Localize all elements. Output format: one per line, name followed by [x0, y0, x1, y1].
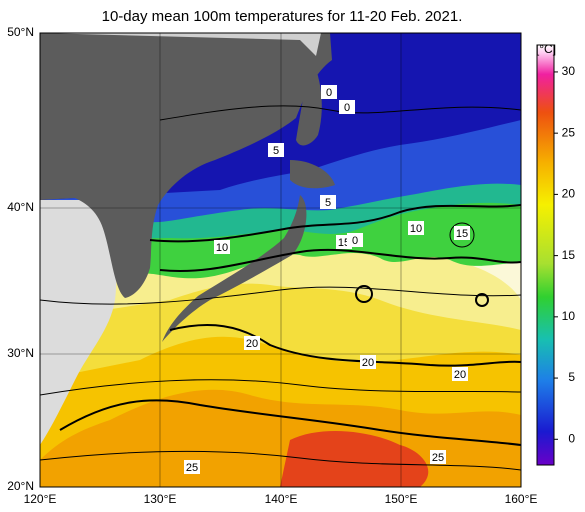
contour-line [169, 324, 521, 367]
land-island-honshu [162, 195, 307, 342]
contour-line [59, 399, 521, 446]
contour-label: 5 [325, 197, 331, 209]
land-light [40, 200, 117, 445]
contour-label: 10 [410, 223, 422, 235]
map-field [40, 33, 521, 487]
colorbar-tick-label: 0 [568, 431, 575, 445]
colorbar-unit: [°C] [536, 42, 556, 56]
colorbar [536, 44, 555, 466]
contour-label: 20 [246, 338, 258, 350]
colorbar-tick-label: 10 [562, 309, 576, 323]
contour-label-box [454, 226, 470, 240]
contour-label-box [214, 240, 230, 254]
colorbar-tick-label: 20 [562, 187, 576, 201]
contour-label-box [268, 143, 284, 157]
lon-label: 150°E [385, 492, 418, 506]
contour-label: 10 [216, 242, 228, 254]
contour-label-box [339, 100, 355, 114]
contour-label: 20 [362, 357, 374, 369]
lon-label: 120°E [24, 492, 57, 506]
land-dark [40, 33, 332, 298]
contour-label: 0 [352, 235, 358, 247]
graticule [40, 33, 521, 487]
sea-hot [280, 430, 429, 487]
land-light-north [40, 33, 321, 56]
eddy [449, 222, 475, 248]
contour-label-box [244, 336, 260, 350]
land-island-north [296, 60, 322, 146]
lat-label: 20°N [7, 479, 34, 493]
contour-label: 15 [456, 228, 468, 240]
eddy [355, 285, 373, 303]
contour-label-box [452, 367, 468, 381]
contour-label-box [347, 233, 363, 247]
contour-line [159, 105, 521, 121]
lat-label: 40°N [7, 200, 34, 214]
lon-label: 160°E [505, 492, 538, 506]
contour-line [149, 204, 521, 243]
contour-label: 0 [326, 87, 332, 99]
contour-label: 20 [454, 369, 466, 381]
contour-label-box [430, 450, 446, 464]
map-frame [39, 32, 522, 488]
land-island-hokkaido [290, 160, 335, 189]
contour-line [40, 286, 521, 305]
contour-label-box [360, 355, 376, 369]
contour-label: 0 [344, 102, 350, 114]
colorbar-tick-label: 5 [568, 370, 575, 384]
lon-label: 140°E [265, 492, 298, 506]
contour-label: 25 [432, 452, 444, 464]
contour-label-box [321, 85, 337, 99]
lon-label: 130°E [144, 492, 177, 506]
contour-label-box [408, 221, 424, 235]
contour-label: 5 [273, 145, 279, 157]
contour-label: 25 [186, 462, 198, 474]
colorbar-tick-label: 15 [562, 248, 576, 262]
contour-label-box [320, 195, 336, 209]
colorbar-tick-label: 30 [562, 64, 576, 78]
contour-label-box [184, 460, 200, 474]
lat-label: 50°N [7, 25, 34, 39]
title: 10-day mean 100m temperatures for 11-20 … [102, 8, 463, 25]
contour-line [40, 450, 521, 471]
eddy [475, 293, 489, 307]
contour-line [40, 379, 521, 396]
lat-label: 30°N [7, 346, 34, 360]
contour-line [159, 248, 521, 272]
colorbar-tick-label: 25 [562, 125, 576, 139]
